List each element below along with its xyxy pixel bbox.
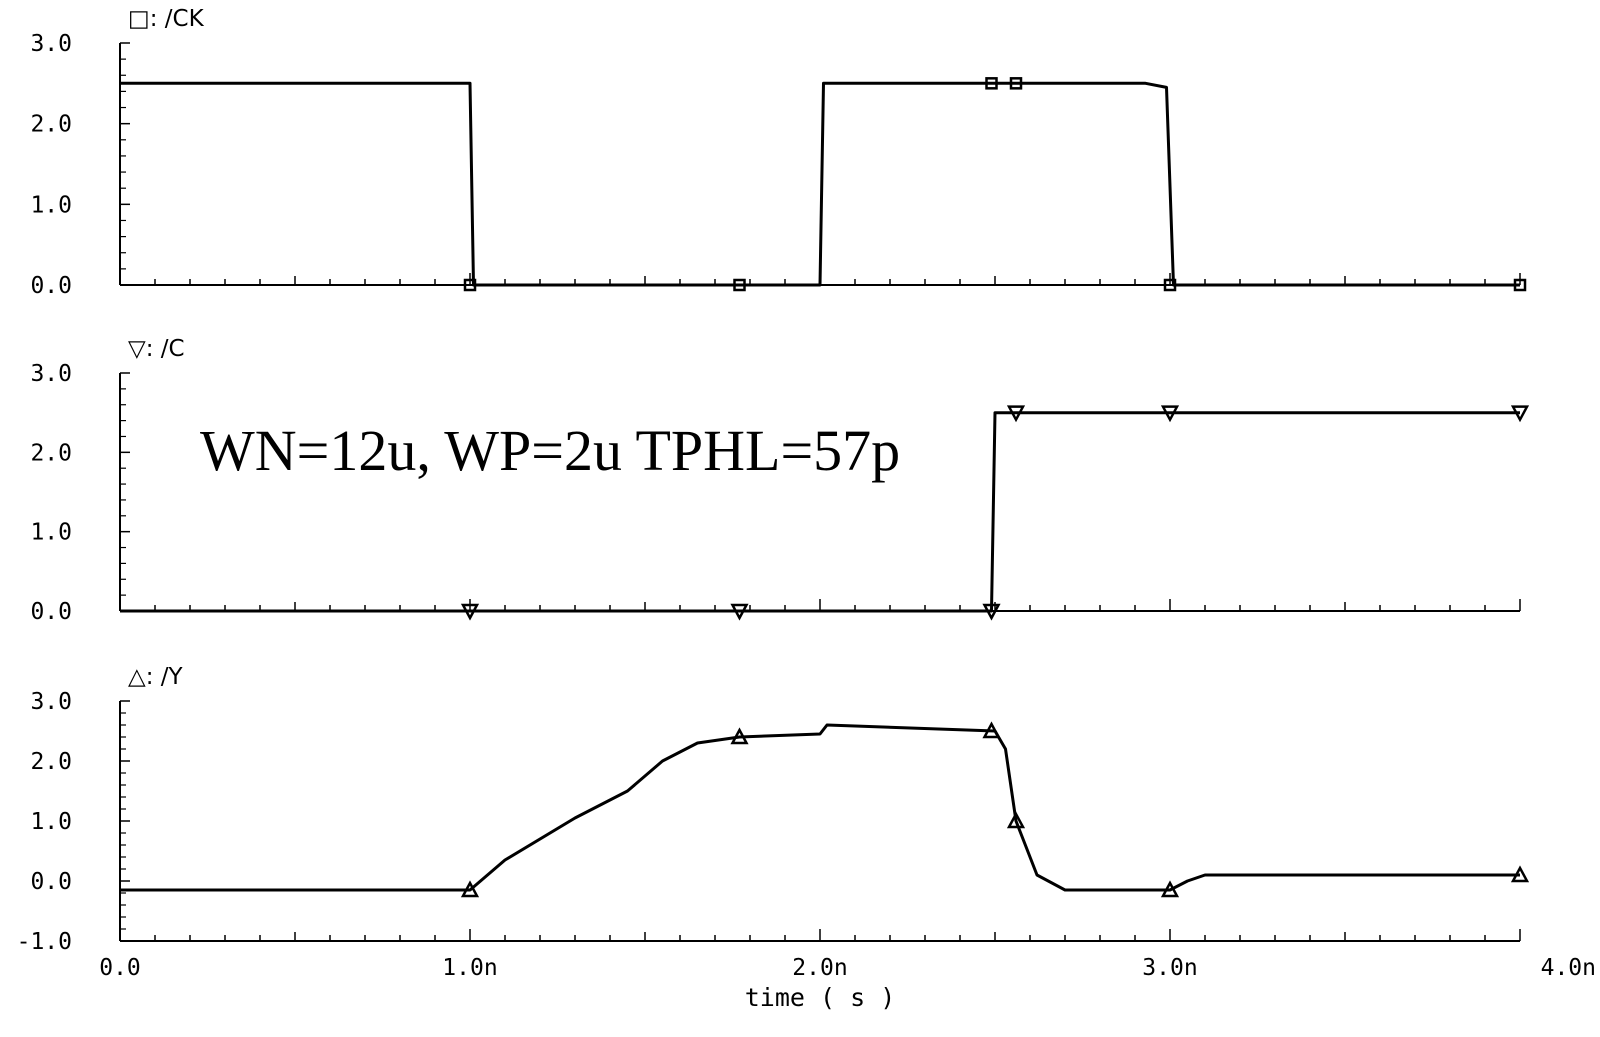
panel-2-y-tick-label: 1.0 [30,520,72,546]
panel-2-y-tick-label: 3.0 [30,361,72,387]
x-tick-label: 4.0n [1541,955,1596,981]
panel-1-y-tick-label: 1.0 [30,192,72,218]
panel-3-y-tick-label: 3.0 [30,689,72,715]
series-marker-y [1510,865,1530,883]
x-tick-label: 1.0n [442,955,497,981]
series-marker-c [982,603,1001,621]
series-line-ck [120,81,1520,287]
series-marker-c [730,603,749,621]
legend-ck: □: /CK [128,6,205,32]
panel-1-y-tick-label: 0.0 [30,273,72,299]
series-marker-ck [463,278,477,292]
x-axis-title: time ( s ) [745,983,896,1012]
x-tick-label: 3.0n [1142,955,1197,981]
series-line-c [120,411,1520,613]
legend-c: ▽: /C [128,336,185,362]
x-tick-label: 2.0n [792,955,847,981]
panel-1-y-tick-label: 2.0 [30,112,72,138]
series-marker-c [1510,405,1530,423]
legend-y: △: /Y [128,664,183,690]
series-marker-c [1006,405,1026,423]
panel-3-y-tick-label: 2.0 [30,749,72,775]
panel-3-y-tick-label: 1.0 [30,809,72,835]
series-marker-ck [985,77,998,90]
series-marker-y [1160,880,1180,898]
series-marker-ck [733,278,746,292]
annotation-text: WN=12u, WP=2u TPHL=57p [200,418,900,483]
series-marker-c [1160,405,1180,423]
series-marker-ck [1163,278,1177,292]
series-marker-y [730,727,749,745]
panel-3-y-tick-label: 0.0 [30,869,72,895]
series-marker-ck [1009,77,1023,90]
series-line-y [120,723,1520,892]
series-marker-c [460,603,480,621]
panel-3-y-tick-label: -1.0 [17,929,72,955]
series-marker-y [982,721,1001,739]
x-tick-label: 0.0 [99,955,141,981]
series-marker-ck [1513,278,1527,292]
panel-1-y-tick-label: 3.0 [30,31,72,57]
panel-2-y-tick-label: 2.0 [30,440,72,466]
series-marker-y [460,880,480,898]
panel-2-y-tick-label: 0.0 [30,599,72,625]
series-marker-y [1006,811,1026,829]
